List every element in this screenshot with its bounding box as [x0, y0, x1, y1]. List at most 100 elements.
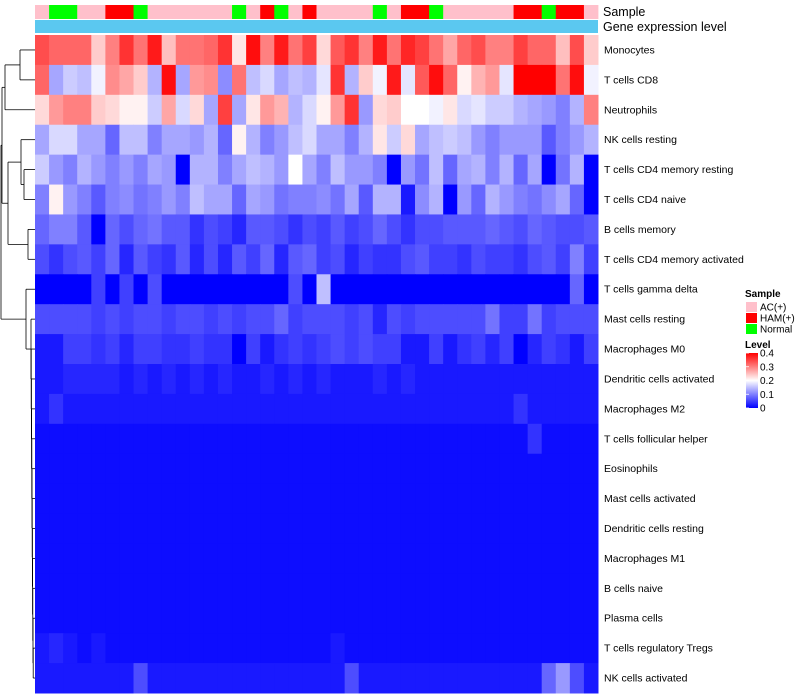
heatmap-cell — [232, 35, 247, 66]
heatmap-cell — [105, 573, 120, 604]
heatmap-cell — [147, 274, 163, 305]
heatmap-cell — [161, 423, 177, 455]
heatmap-cell — [569, 603, 585, 634]
heatmap-cell — [555, 633, 571, 664]
heatmap-cell — [499, 304, 515, 335]
heatmap-cell — [203, 393, 219, 425]
sample-legend-label: AC(+) — [760, 303, 786, 314]
level-legend: Level 0.4 0.3 0.2 0.1 0 — [745, 340, 774, 415]
heatmap-cell — [35, 304, 50, 335]
heatmap-cell — [485, 513, 500, 544]
heatmap-cell — [119, 274, 135, 305]
heatmap-cell — [217, 453, 233, 485]
heatmap-cell — [161, 94, 177, 126]
heatmap-cell — [217, 94, 233, 126]
heatmap-cell — [119, 543, 135, 574]
heatmap-cell — [105, 244, 120, 275]
heatmap-cell — [372, 274, 388, 305]
heatmap-cell — [147, 184, 163, 215]
heatmap-cell — [372, 663, 388, 694]
heatmap-cell — [429, 154, 444, 186]
heatmap-cell — [330, 423, 346, 455]
heatmap-cell — [91, 483, 106, 515]
heatmap-cell — [358, 124, 374, 156]
heatmap-cell — [457, 154, 472, 186]
heatmap-cell — [302, 274, 317, 305]
heatmap-cell — [471, 663, 486, 694]
heatmap-cell — [485, 483, 500, 515]
heatmap-cell — [372, 364, 388, 395]
heatmap-cell — [302, 393, 317, 425]
heatmap-cell — [429, 274, 444, 305]
heatmap-cell — [471, 573, 486, 604]
heatmap-cell — [386, 393, 402, 425]
heatmap-cell — [569, 94, 585, 126]
row-label: T cells CD4 memory activated — [604, 254, 744, 266]
heatmap-cell — [513, 603, 529, 634]
heatmap-cell — [457, 94, 472, 126]
heatmap-cell — [443, 364, 458, 395]
heatmap-cell — [372, 423, 388, 455]
heatmap-cell — [485, 543, 500, 574]
heatmap-cell — [232, 364, 247, 395]
heatmap-cell — [189, 94, 205, 126]
heatmap-cell — [274, 423, 289, 455]
heatmap-cell — [91, 274, 106, 305]
heatmap-cell — [105, 663, 120, 694]
heatmap-cell — [330, 603, 346, 634]
heatmap-cell — [246, 393, 261, 425]
heatmap-cell — [457, 633, 472, 664]
heatmap-cell — [527, 334, 543, 365]
heatmap-cell — [35, 423, 50, 455]
heatmap-cell — [217, 244, 233, 275]
heatmap-cell — [189, 304, 205, 335]
heatmap-cell — [35, 513, 50, 544]
heatmap-cell — [429, 513, 444, 544]
heatmap-cell — [443, 483, 458, 515]
heatmap-cell — [415, 663, 430, 694]
heatmap-cell — [429, 124, 444, 156]
heatmap-cell — [35, 633, 50, 664]
heatmap-cell — [49, 94, 64, 126]
heatmap-cell — [217, 35, 233, 66]
heatmap-cell — [457, 244, 472, 275]
heatmap-cell — [344, 124, 360, 156]
heatmap-cell — [372, 35, 388, 66]
heatmap-cell — [457, 35, 472, 66]
heatmap-cell — [443, 274, 458, 305]
heatmap-cell — [471, 124, 486, 156]
heatmap-cell — [203, 304, 219, 335]
heatmap-cell — [471, 154, 486, 186]
heatmap-cells — [35, 35, 599, 694]
heatmap-cell — [485, 184, 500, 215]
heatmap-cell — [77, 94, 92, 126]
heatmap-cell — [105, 124, 120, 156]
heatmap-cell — [77, 35, 92, 66]
sample-annotation-cell — [358, 5, 374, 19]
heatmap-cell — [443, 64, 458, 96]
heatmap-cell — [161, 214, 177, 245]
heatmap-cell — [443, 184, 458, 215]
heatmap-cell — [541, 573, 557, 604]
heatmap-cell — [471, 633, 486, 664]
heatmap-cell — [485, 35, 500, 66]
heatmap-cell — [372, 453, 388, 485]
heatmap-cell — [203, 64, 219, 96]
heatmap-cell — [161, 603, 177, 634]
heatmap-cell — [274, 483, 289, 515]
heatmap-cell — [513, 633, 529, 664]
heatmap-cell — [189, 543, 205, 574]
heatmap-cell — [541, 483, 557, 515]
heatmap-cell — [105, 543, 120, 574]
heatmap-cell — [217, 214, 233, 245]
heatmap-cell — [471, 94, 486, 126]
heatmap-cell — [232, 513, 247, 544]
heatmap-cell — [569, 573, 585, 604]
heatmap-cell — [63, 633, 78, 664]
heatmap-cell — [147, 423, 163, 455]
heatmap-cell — [358, 35, 374, 66]
heatmap-cell — [161, 154, 177, 186]
heatmap-cell — [316, 64, 332, 96]
sample-annotation-cell — [583, 5, 599, 19]
heatmap-cell — [513, 513, 529, 544]
